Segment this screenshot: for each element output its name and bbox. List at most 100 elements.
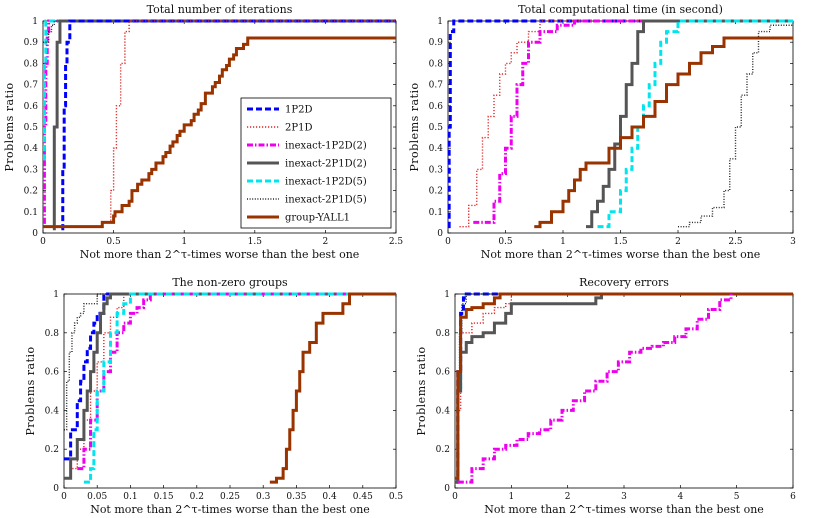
series-line-1p2d — [448, 19, 793, 229]
y-tick-label: 0 — [32, 229, 38, 239]
y-tick-label: 1 — [32, 17, 38, 27]
y-tick-label: 0.8 — [24, 59, 39, 69]
x-tick-label: 4 — [677, 492, 683, 502]
x-tick-label: 0.35 — [286, 492, 306, 502]
series-line-inexact-2p1d-2- — [586, 19, 793, 229]
y-tick-label: 0.7 — [429, 81, 444, 91]
y-tick-label: 0.2 — [429, 187, 443, 197]
x-axis-label: Not more than 2^τ-times worse than the b… — [80, 248, 360, 261]
y-tick-label: 0.4 — [436, 406, 451, 416]
y-tick-label: 0 — [437, 229, 443, 239]
y-tick-label: 0.9 — [429, 38, 444, 48]
series-line-inexact-2p1d-2- — [64, 292, 396, 480]
y-tick-label: 0.4 — [24, 144, 39, 154]
series-line-inexact-2p1d-5- — [43, 20, 396, 43]
y-tick-label: 0.2 — [24, 187, 38, 197]
x-tick-label: 1 — [560, 237, 566, 247]
series-line-inexact-2p1d-2- — [52, 19, 396, 231]
y-tick-label: 0.5 — [429, 123, 444, 133]
series-line-inexact-1p2d-2- — [77, 292, 396, 471]
x-tick-label: 2.5 — [389, 237, 404, 247]
series-line-group-yall1 — [43, 36, 396, 229]
legend-label: inexact-1P2D(2) — [285, 141, 367, 152]
subplot-title: The non-zero groups — [172, 276, 288, 289]
y-axis-label: Problems ratio — [3, 82, 16, 171]
series-line-2p1d — [459, 20, 793, 228]
x-tick-label: 2 — [565, 492, 571, 502]
y-tick-label: 0.4 — [429, 144, 444, 154]
series-line-2p1d — [106, 20, 396, 224]
x-tick-label: 0 — [61, 492, 67, 502]
x-tick-label: 0.15 — [154, 492, 174, 502]
y-tick-label: 0.6 — [24, 102, 39, 112]
x-tick-label: 0.25 — [220, 492, 240, 502]
series-line-1p2d — [61, 19, 396, 231]
y-axis-label: Problems ratio — [415, 346, 428, 435]
subplot-3: The non-zero groups 0 0.05 0.1 0.15 0.2 0.25 0.… — [24, 276, 403, 516]
plot-frame — [454, 293, 794, 489]
y-tick-label: 0.6 — [429, 102, 444, 112]
y-tick-label: 1 — [437, 17, 443, 27]
y-tick-label: 0.5 — [24, 123, 39, 133]
y-tick-label: 0.1 — [24, 208, 38, 218]
y-tick-label: 0.8 — [45, 329, 60, 339]
legend: 1P2D 2P1D inexact-1P2D(2) inexact-2P1D(2) in… — [240, 97, 392, 229]
x-tick-label: 3 — [790, 237, 796, 247]
series-line-group-yall1 — [455, 292, 793, 480]
y-tick-label: 1 — [444, 290, 450, 300]
y-tick-label: 0.3 — [429, 165, 444, 175]
legend-label: 2P1D — [285, 123, 312, 134]
y-tick-label: 0.7 — [24, 81, 39, 91]
x-axis-label: Not more than 2^τ-times worse than the b… — [90, 503, 370, 516]
x-tick-label: 5 — [734, 492, 740, 502]
x-tick-label: 0 — [452, 492, 458, 502]
x-tick-label: 1 — [508, 492, 514, 502]
x-tick-label: 0.05 — [87, 492, 107, 502]
legend-label: inexact-2P1D(5) — [285, 195, 367, 206]
subplot-title: Recovery errors — [579, 276, 669, 289]
series-line-inexact-1p2d-2- — [473, 19, 793, 224]
x-tick-label: 2 — [675, 237, 681, 247]
y-tick-label: 0.6 — [436, 368, 451, 378]
y-tick-label: 0.9 — [24, 38, 39, 48]
x-tick-label: 0.45 — [353, 492, 373, 502]
y-tick-label: 0.1 — [429, 208, 443, 218]
series-line-group-yall1 — [534, 36, 793, 229]
subplot-2: Total computational time (in second) 0 0.5… — [408, 3, 796, 261]
series-line-2p1d — [64, 293, 396, 479]
y-tick-label: 0 — [53, 484, 59, 494]
x-tick-label: 0.1 — [123, 492, 137, 502]
subplot-title: Total number of iterations — [147, 3, 293, 16]
plot-frame — [63, 293, 397, 489]
x-tick-label: 0 — [445, 237, 451, 247]
x-axis-label: Not more than 2^τ-times worse than the b… — [484, 503, 764, 516]
series-line-inexact-1p2d-2- — [457, 294, 733, 484]
x-tick-label: 0 — [40, 237, 46, 247]
y-tick-label: 1 — [53, 290, 59, 300]
x-tick-label: 2.5 — [728, 237, 743, 247]
y-axis-label: Problems ratio — [408, 82, 421, 171]
x-tick-label: 2 — [323, 237, 329, 247]
y-axis-label: Problems ratio — [24, 346, 37, 435]
y-tick-label: 0.8 — [436, 329, 451, 339]
x-tick-label: 1 — [181, 237, 187, 247]
x-tick-label: 0.2 — [190, 492, 204, 502]
series-line-1p2d — [64, 292, 396, 461]
legend-label: inexact-2P1D(2) — [285, 159, 367, 170]
series-line-group-yall1 — [269, 292, 396, 484]
x-tick-label: 0.5 — [498, 237, 513, 247]
subplot-title: Total computational time (in second) — [518, 3, 723, 16]
x-tick-label: 0.5 — [106, 237, 121, 247]
x-tick-label: 1.5 — [248, 237, 263, 247]
y-tick-label: 0.2 — [436, 445, 450, 455]
y-tick-label: 0.4 — [45, 406, 60, 416]
x-tick-label: 0.3 — [256, 492, 271, 502]
y-tick-label: 0.8 — [429, 59, 444, 69]
x-tick-label: 6 — [790, 492, 796, 502]
series-line-inexact-2p1d-5- — [678, 24, 793, 228]
x-tick-label: 3 — [621, 492, 627, 502]
x-tick-label: 0.4 — [322, 492, 337, 502]
y-tick-label: 0.6 — [45, 368, 60, 378]
